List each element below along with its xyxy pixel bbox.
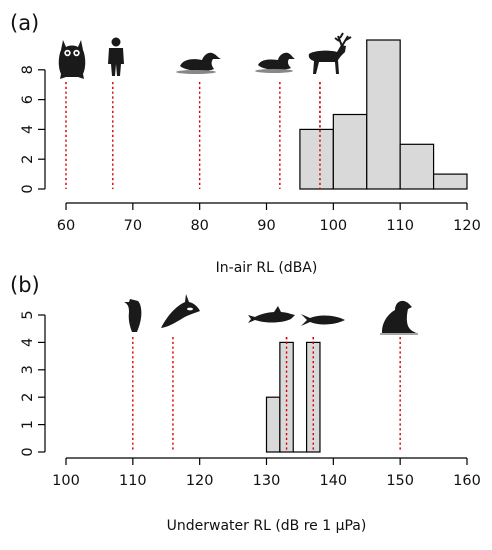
x-tick-label: 110: [119, 473, 147, 489]
caribou-icon: [308, 32, 352, 74]
x-tick-label: 60: [57, 218, 75, 234]
x-tick-label: 150: [386, 473, 414, 489]
y-tick-label: 1: [20, 420, 36, 429]
x-tick-label: 110: [386, 218, 414, 234]
panel-a: 60 70 80 90 100 110 120 0 2 4 6 8 In-air RL (dBA): [20, 39, 481, 276]
histogram-bar: [299, 128, 334, 190]
y-tick-label: 2: [20, 155, 36, 164]
y-tick-label: 8: [20, 65, 36, 74]
porpoise-icon: [248, 306, 295, 323]
y-tick-label: 5: [20, 310, 36, 319]
panel-a-animal-icons: [58, 32, 352, 79]
x-tick-label: 80: [190, 218, 208, 234]
x-tick-label: 90: [257, 218, 275, 234]
orca-icon: [161, 294, 200, 328]
seabird-icon: [124, 299, 142, 332]
histogram-bar: [399, 143, 435, 190]
x-tick-label: 130: [253, 473, 281, 489]
histogram-bar: [279, 341, 294, 453]
x-tick-label: 100: [319, 218, 347, 234]
histogram-bar: [306, 341, 321, 453]
y-tick-label: 4: [20, 338, 36, 347]
panel-b-animal-icons: [124, 294, 418, 335]
histogram-bar: [332, 113, 368, 190]
x-tick-label: 100: [52, 473, 80, 489]
duck-icon: [255, 52, 295, 73]
histogram-bar: [265, 396, 281, 453]
owl-icon: [58, 40, 86, 79]
panel-label-b: (b): [10, 273, 40, 297]
x-tick-label: 120: [453, 218, 481, 234]
x-tick-label: 160: [453, 473, 481, 489]
y-tick-label: 0: [20, 184, 36, 193]
human-icon: [108, 37, 124, 76]
loon-icon: [176, 52, 221, 74]
y-tick-label: 3: [20, 365, 36, 374]
y-tick-label: 6: [20, 95, 36, 104]
x-tick-label: 70: [124, 218, 142, 234]
panel-label-a: (a): [10, 11, 39, 35]
y-tick-label: 4: [20, 125, 36, 134]
histogram-bar: [366, 39, 401, 190]
fish-icon: [301, 314, 345, 326]
histogram-bar: [432, 173, 468, 190]
y-tick-label: 2: [20, 393, 36, 402]
y-tick-label: 0: [20, 447, 36, 456]
x-axis-title: In-air RL (dBA): [216, 260, 318, 276]
x-axis-title: Underwater RL (dB re 1 µPa): [167, 518, 367, 534]
x-tick-label: 140: [319, 473, 347, 489]
x-tick-label: 120: [186, 473, 214, 489]
panel-b: 100 110 120 130 140 150 160 0 1 2 3 4 5 Underwater RL…: [20, 310, 481, 534]
seal-icon: [380, 300, 418, 335]
